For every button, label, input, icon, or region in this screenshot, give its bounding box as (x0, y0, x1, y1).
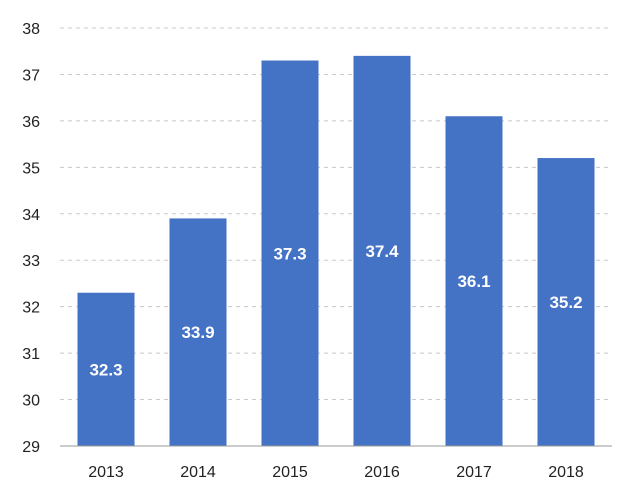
y-tick-label-35: 35 (22, 160, 40, 177)
y-tick-label-34: 34 (22, 207, 40, 224)
x-tick-label-2015: 2015 (272, 464, 308, 481)
bar-2016 (353, 55, 411, 446)
y-tick-label-29: 29 (22, 439, 40, 456)
bar-2014 (169, 218, 227, 446)
data-label-2016: 37.4 (365, 242, 399, 261)
y-tick-label-36: 36 (22, 114, 40, 131)
x-tick-label-2013: 2013 (88, 464, 124, 481)
data-label-2018: 35.2 (549, 293, 582, 312)
label-layer: 32.3 33.9 37.3 37.4 36.1 35.2 (89, 242, 582, 379)
bar-2018 (537, 158, 595, 447)
y-tick-label-31: 31 (22, 346, 40, 363)
data-label-2015: 37.3 (273, 244, 306, 263)
bar-2013 (77, 292, 135, 446)
grid-layer (60, 27, 612, 401)
bar-layer (77, 55, 595, 447)
y-tick-label-37: 37 (22, 67, 40, 84)
y-tick-label-30: 30 (22, 393, 40, 410)
data-label-2017: 36.1 (457, 272, 490, 291)
y-tick-label-32: 32 (22, 300, 40, 317)
x-tick-label-2014: 2014 (180, 464, 216, 481)
data-label-2014: 33.9 (181, 323, 214, 342)
y-tick-label-38: 38 (22, 21, 40, 38)
x-tick-label-2017: 2017 (456, 464, 492, 481)
data-label-2013: 32.3 (89, 360, 122, 379)
bar-2015 (261, 60, 319, 447)
x-tick-label-2018: 2018 (548, 464, 584, 481)
bar-2017 (445, 116, 503, 446)
y-tick-label-33: 33 (22, 253, 40, 270)
axis-layer: 29 30 31 32 33 34 35 36 37 38 2013 2014 2015 2016 2017… (22, 21, 612, 481)
x-tick-label-2016: 2016 (364, 464, 400, 481)
